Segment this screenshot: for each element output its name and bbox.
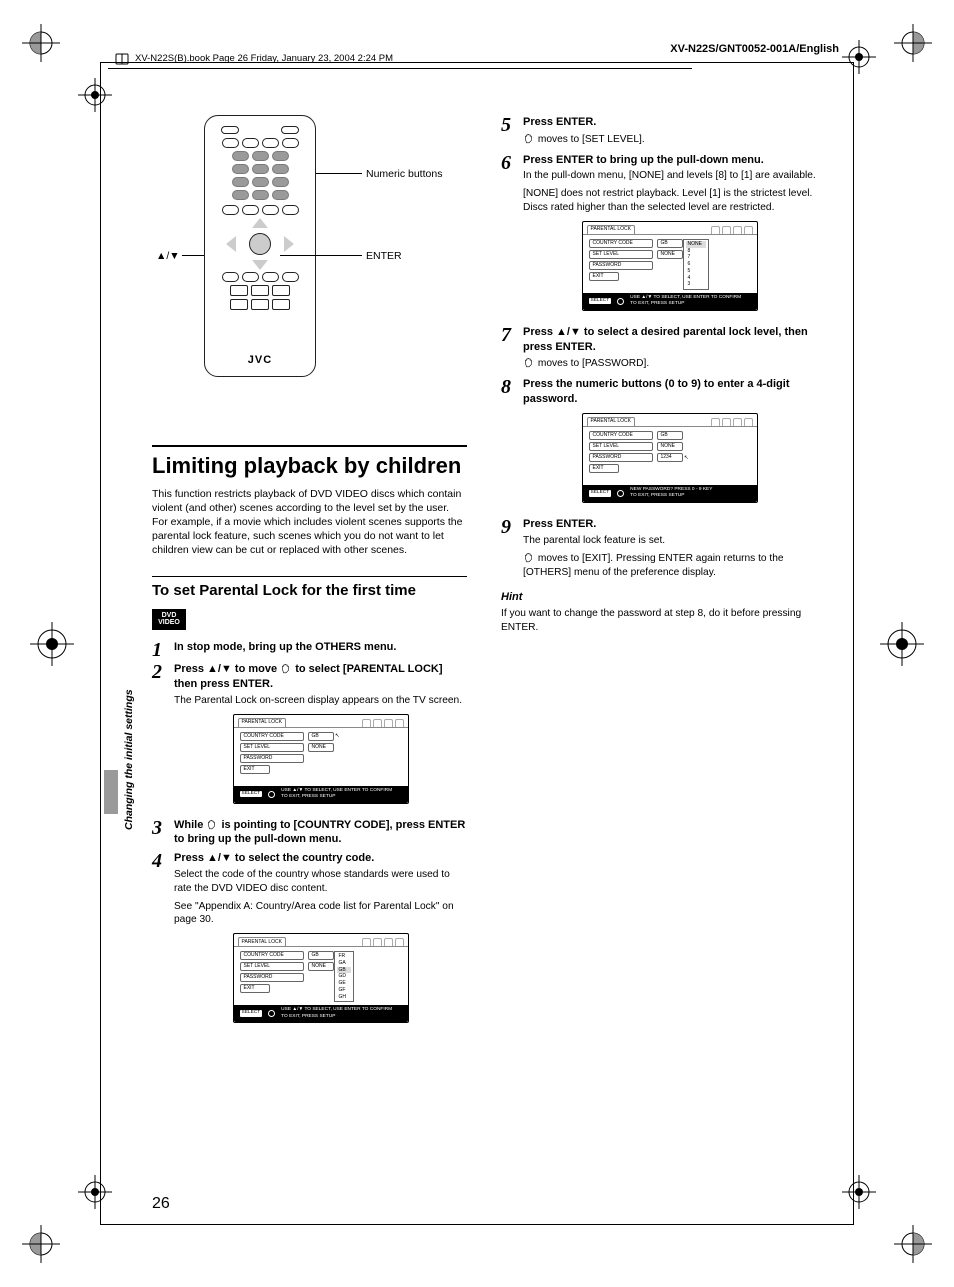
osd-joystick-icon [268, 791, 275, 798]
page-content: JVC Numeric buttons ▲/▼ ENTER Limiting p… [152, 115, 816, 1037]
step-4: 4 Press ▲/▼ to select the country code. … [152, 851, 467, 1035]
meta-rule [108, 68, 692, 69]
step-text: moves to [SET LEVEL]. [523, 132, 816, 147]
osd-cursor-icon: ↖ [683, 455, 689, 462]
crop-mark-icon [894, 1225, 932, 1263]
step-number: 7 [501, 325, 517, 345]
osd-tab-icon [362, 719, 371, 727]
dvd-video-badge: DVD VIDEO [152, 609, 186, 630]
step-number: 4 [152, 851, 168, 871]
step-head: Press ENTER to bring up the pull-down me… [523, 153, 816, 168]
osd-tab-icon [373, 719, 382, 727]
callout-line [316, 173, 362, 174]
left-column: JVC Numeric buttons ▲/▼ ENTER Limiting p… [152, 115, 467, 1037]
section-intro: This function restricts playback of DVD … [152, 487, 467, 558]
osd-tab-icon [395, 719, 404, 727]
step-number: 3 [152, 818, 168, 838]
step-9: 9 Press ENTER. The parental lock feature… [501, 517, 816, 584]
osd-screenshot: PARENTAL LOCK COUNTRY CODEGB ↖ SET LEVEL… [233, 714, 409, 804]
step-number: 8 [501, 377, 517, 397]
badge-bottom: VIDEO [154, 619, 184, 627]
osd-tab: PARENTAL LOCK [238, 718, 286, 727]
register-mark-icon [78, 1175, 112, 1209]
book-meta: XV-N22S(B).book Page 26 Friday, January … [115, 52, 393, 66]
hint-text: If you want to change the password at st… [501, 607, 816, 635]
badge-top: DVD [154, 612, 184, 620]
osd-tab-icon [384, 719, 393, 727]
section-title: Limiting playback by children [152, 451, 467, 481]
step-text: The Parental Lock on-screen display appe… [174, 694, 467, 708]
side-label: Changing the initial settings [122, 689, 136, 830]
section-rule [152, 445, 467, 447]
manual-page: XV-N22S(B).book Page 26 Friday, January … [0, 0, 954, 1287]
step-text: moves to [PASSWORD]. [523, 356, 816, 371]
osd-cursor-icon: ↖ [334, 733, 340, 740]
osd-screenshot: PARENTAL LOCK COUNTRY CODEGB SET LEVELNO… [233, 933, 409, 1023]
step-number: 1 [152, 640, 168, 660]
step-text: See "Appendix A: Country/Area code list … [174, 900, 467, 928]
step-1: 1 In stop mode, bring up the OTHERS menu… [152, 640, 467, 660]
step-text: The parental lock feature is set. [523, 534, 816, 548]
right-column: 5 Press ENTER. moves to [SET LEVEL]. 6 P… [501, 115, 816, 1037]
step-8: 8 Press the numeric buttons (0 to 9) to … [501, 377, 816, 515]
book-icon [115, 52, 129, 66]
step-3: 3 While is pointing to [COUNTRY CODE], p… [152, 818, 467, 850]
hand-cursor-icon [280, 662, 292, 674]
step-text: moves to [EXIT]. Pressing ENTER again re… [523, 551, 816, 580]
remote-illustration: JVC Numeric buttons ▲/▼ ENTER [152, 115, 467, 415]
osd-dropdown: FR GA GB GD GE GF GH [334, 951, 354, 1002]
step-head: Press ▲/▼ to move to select [PARENTAL LO… [174, 662, 467, 692]
hand-cursor-icon [523, 551, 535, 563]
callout-numeric: Numeric buttons [366, 167, 442, 181]
crop-mark-icon [894, 24, 932, 62]
step-7: 7 Press ▲/▼ to select a desired parental… [501, 325, 816, 375]
callout-line [182, 255, 204, 256]
osd-screenshot: PARENTAL LOCK COUNTRY CODEGB SET LEVELNO… [582, 413, 758, 503]
osd-screenshot: PARENTAL LOCK COUNTRY CODEGB SET LEVELNO… [582, 221, 758, 311]
thumb-tab [104, 770, 118, 814]
crop-mark-icon [22, 1225, 60, 1263]
hand-cursor-icon [206, 818, 218, 830]
step-number: 5 [501, 115, 517, 135]
remote-body: JVC [204, 115, 316, 377]
hint-heading: Hint [501, 590, 816, 605]
hand-cursor-icon [523, 356, 535, 368]
step-number: 6 [501, 153, 517, 173]
step-text: [NONE] does not restrict playback. Level… [523, 187, 816, 215]
step-5: 5 Press ENTER. moves to [SET LEVEL]. [501, 115, 816, 151]
step-head: Press ENTER. [523, 115, 816, 130]
remote-logo: JVC [248, 353, 272, 368]
step-head: In stop mode, bring up the OTHERS menu. [174, 640, 467, 655]
step-number: 9 [501, 517, 517, 537]
crop-mark-icon [22, 24, 60, 62]
step-text: In the pull-down menu, [NONE] and levels… [523, 169, 816, 183]
register-mark-icon [880, 622, 924, 666]
step-head: While is pointing to [COUNTRY CODE], pre… [174, 818, 467, 848]
subsection-title: To set Parental Lock for the first time [152, 581, 467, 601]
step-number: 2 [152, 662, 168, 682]
register-mark-icon [30, 622, 74, 666]
register-mark-icon [842, 1175, 876, 1209]
sub-rule [152, 576, 467, 577]
callout-line [280, 255, 362, 256]
page-number: 26 [152, 1193, 170, 1215]
running-head: XV-N22S/GNT0052-001A/English [670, 42, 839, 57]
step-head: Press ENTER. [523, 517, 816, 532]
callout-arrows: ▲/▼ [156, 249, 180, 263]
step-head: Press ▲/▼ to select a desired parental l… [523, 325, 816, 355]
register-mark-icon [842, 40, 876, 74]
step-text: Select the code of the country whose sta… [174, 868, 467, 896]
step-2: 2 Press ▲/▼ to move to select [PARENTAL … [152, 662, 467, 815]
book-meta-text: XV-N22S(B).book Page 26 Friday, January … [135, 53, 393, 66]
step-head: Press the numeric buttons (0 to 9) to en… [523, 377, 816, 407]
step-6: 6 Press ENTER to bring up the pull-down … [501, 153, 816, 323]
hand-cursor-icon [523, 132, 535, 144]
register-mark-icon [78, 78, 112, 112]
osd-dropdown: NONE 8 7 6 5 4 3 [683, 239, 709, 290]
step-head: Press ▲/▼ to select the country code. [174, 851, 467, 866]
callout-enter: ENTER [366, 249, 402, 263]
